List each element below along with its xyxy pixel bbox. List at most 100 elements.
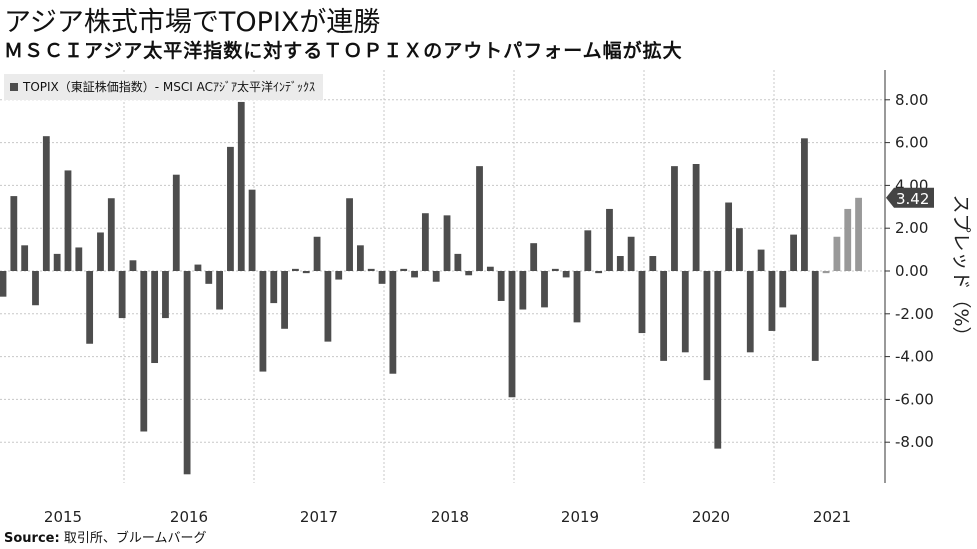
y-tick-label: -6.00: [895, 390, 934, 408]
x-tick-label: 2016: [170, 508, 208, 526]
bar: [194, 264, 202, 271]
bar: [681, 271, 689, 353]
bar: [346, 198, 353, 271]
bar: [660, 271, 668, 361]
y-tick-label: 0.00: [895, 262, 928, 280]
bar: [551, 268, 559, 271]
bar: [736, 228, 743, 271]
chart-title: アジア株式市場でTOPIXが連勝: [4, 7, 381, 38]
bar: [627, 236, 635, 271]
x-axis: 2015 2016 2017 2018 2019 2020 2021: [44, 508, 851, 526]
bar: [855, 197, 862, 271]
bar: [801, 138, 808, 271]
bar: [292, 268, 299, 271]
bar: [432, 271, 440, 282]
y-tick-label: 6.00: [895, 134, 928, 152]
bar: [324, 271, 332, 342]
bar: [454, 253, 462, 271]
bar: [757, 249, 765, 271]
bar: [790, 234, 797, 271]
bar: [465, 271, 473, 276]
legend: TOPIX（東証株価指数）- MSCI ACｱｼﾞｱ太平洋ｲﾝﾃﾞｯｸｽ: [4, 74, 323, 100]
bar: [638, 271, 646, 334]
bar: [0, 271, 7, 297]
bar: [746, 271, 754, 353]
bar: [356, 245, 364, 271]
bar: [811, 271, 819, 361]
bar: [725, 202, 733, 271]
bar: [768, 271, 776, 331]
bar: [833, 236, 841, 271]
bar: [53, 253, 61, 271]
bar: [486, 266, 494, 271]
bar: [714, 271, 722, 449]
bar: [541, 271, 548, 308]
y-axis: 8.006.004.002.000.00-2.00-4.00-6.00-8.00…: [884, 70, 972, 483]
source-label: Source:: [4, 531, 60, 546]
bars: [0, 101, 862, 475]
bar: [367, 268, 375, 271]
bar: [183, 271, 191, 475]
x-tick-label: 2015: [44, 508, 82, 526]
y-tick-label: -2.00: [895, 305, 934, 323]
source-note: Source: 取引所、ブルームバーグ: [4, 527, 206, 546]
y-tick-label: 2.00: [895, 219, 928, 237]
bar: [411, 271, 418, 278]
bar: [595, 271, 603, 274]
y-tick-label: -8.00: [895, 433, 934, 451]
legend-swatch: [10, 83, 18, 91]
last-value-marker: [886, 187, 934, 208]
legend-label: TOPIX（東証株価指数）- MSCI ACｱｼﾞｱ太平洋ｲﾝﾃﾞｯｸｽ: [23, 80, 315, 94]
source-text: 取引所、ブルームバーグ: [63, 531, 207, 546]
bar: [75, 247, 83, 271]
bar: [671, 166, 678, 271]
y-axis-label: スプレッド（%）: [950, 194, 972, 345]
bar: [21, 245, 29, 271]
y-tick-label: -4.00: [895, 348, 934, 366]
bar: [692, 164, 700, 271]
bar: [508, 271, 516, 398]
bar: [313, 236, 321, 271]
bar: [281, 271, 288, 329]
bar: [162, 271, 169, 319]
bar: [606, 208, 613, 271]
bar: [703, 271, 711, 381]
bar: [64, 170, 72, 271]
bar: [248, 189, 256, 271]
bar: [378, 271, 386, 284]
bar: [822, 271, 830, 274]
bar: [649, 256, 657, 271]
y-tick-label: 8.00: [895, 91, 928, 109]
x-tick-label: 2017: [300, 508, 338, 526]
bar: [335, 271, 343, 280]
x-tick-label: 2019: [561, 508, 599, 526]
bar: [844, 208, 852, 271]
bar: [140, 271, 148, 432]
bar: [227, 146, 234, 271]
bar: [151, 271, 159, 364]
bar: [616, 256, 624, 271]
bar: [97, 232, 104, 271]
bar: [42, 136, 50, 271]
bar: [389, 271, 397, 374]
bar: [107, 198, 115, 271]
bar: [530, 243, 538, 271]
bar: [302, 271, 310, 274]
bar: [216, 271, 223, 310]
bar: [129, 260, 137, 271]
bar: [421, 213, 429, 271]
bar: [205, 271, 213, 284]
bar: [10, 196, 18, 271]
bar: [270, 271, 278, 304]
bar: [573, 271, 581, 323]
bar: [400, 268, 408, 271]
bar: [118, 271, 126, 319]
bar: [172, 174, 180, 271]
bar: [562, 271, 570, 278]
x-tick-label: 2020: [692, 508, 730, 526]
bar: [519, 271, 527, 310]
bar: [584, 230, 592, 271]
chart-subtitle: ＭＳＣＩアジア太平洋指数に対するＴＯＰＩＸのアウトパフォーム幅が拡大: [4, 40, 683, 62]
bar: [476, 166, 483, 271]
